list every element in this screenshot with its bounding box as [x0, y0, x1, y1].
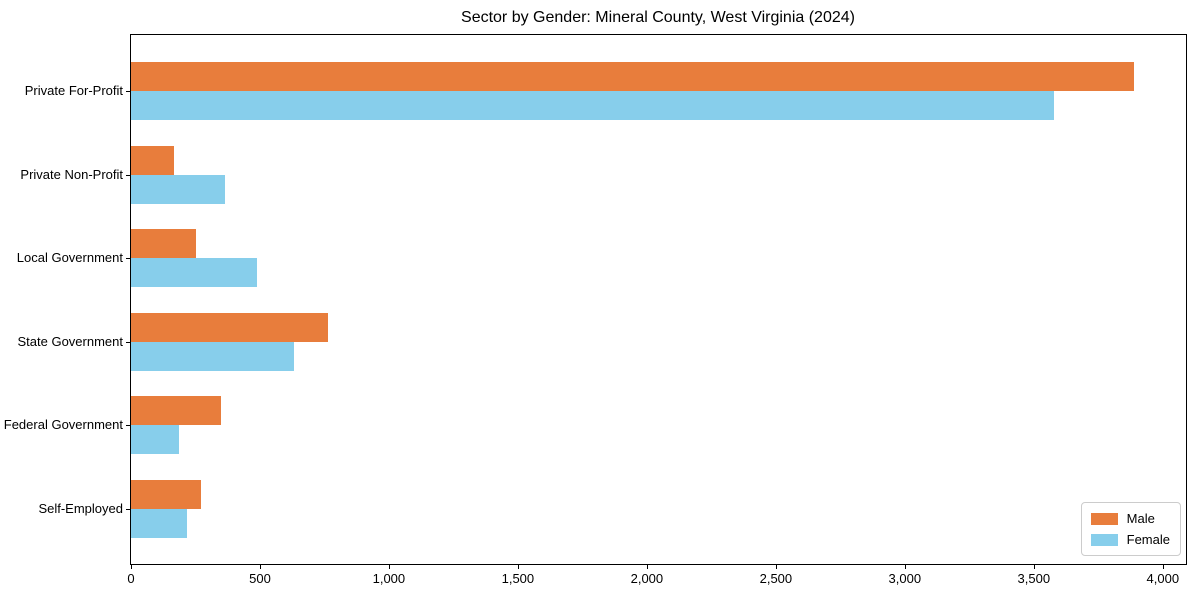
plot-area: Male Female [130, 34, 1187, 565]
y-tick-label: Self-Employed [38, 500, 123, 516]
legend-label: Female [1126, 532, 1170, 547]
x-tick-mark [131, 565, 132, 569]
female-swatch-icon [1090, 533, 1118, 546]
x-tick-label: 4,000 [1146, 571, 1180, 586]
y-tick-mark [126, 91, 130, 92]
legend: Male Female [1080, 502, 1181, 556]
female-bar-6 [131, 508, 187, 538]
y-tick-mark [126, 508, 130, 510]
y-tick-label: Private For-Profit [24, 83, 123, 98]
male-bar-6 [131, 479, 201, 509]
y-tick-label: Federal Government [3, 417, 123, 432]
x-tick-mark [260, 565, 261, 569]
y-tick-mark [126, 341, 130, 343]
x-tick-mark [646, 565, 648, 569]
y-tick-mark [126, 174, 130, 176]
male-bar-2 [131, 145, 174, 175]
x-tick-mark [1033, 565, 1035, 569]
x-tick-label: 3,000 [888, 571, 922, 586]
male-bar-3 [131, 229, 196, 258]
y-tick-mark [126, 258, 130, 259]
female-bar-2 [131, 174, 226, 204]
x-tick-label: 1,000 [372, 571, 406, 586]
x-tick-mark [775, 565, 777, 569]
male-bar-1 [131, 62, 1135, 91]
x-tick-label: 0 [127, 571, 135, 586]
female-bar-5 [131, 425, 179, 454]
male-swatch-icon [1090, 512, 1118, 525]
x-tick-label: 2,500 [759, 571, 793, 586]
female-bar-1 [131, 91, 1055, 120]
legend-label: Male [1126, 511, 1155, 526]
female-bar-3 [131, 258, 258, 287]
x-tick-mark [517, 565, 519, 569]
legend-item-male: Male [1090, 511, 1170, 526]
legend-item-female: Female [1090, 532, 1170, 547]
y-tick-label: Private Non-Profit [20, 166, 123, 182]
x-tick-mark [388, 565, 390, 569]
x-tick-label: 1,500 [501, 571, 535, 586]
x-tick-label: 3,500 [1017, 571, 1051, 586]
chart-title: Sector by Gender: Mineral County, West V… [461, 9, 855, 26]
x-tick-label: 500 [249, 571, 271, 586]
male-bar-4 [131, 312, 329, 342]
female-bar-4 [131, 341, 294, 371]
x-tick-mark [904, 565, 906, 569]
x-tick-mark [1162, 565, 1164, 569]
male-bar-5 [131, 396, 222, 425]
y-tick-label: Local Government [16, 250, 123, 265]
y-tick-label: State Government [17, 333, 124, 349]
x-tick-label: 2,000 [630, 571, 664, 586]
y-tick-mark [126, 425, 130, 426]
